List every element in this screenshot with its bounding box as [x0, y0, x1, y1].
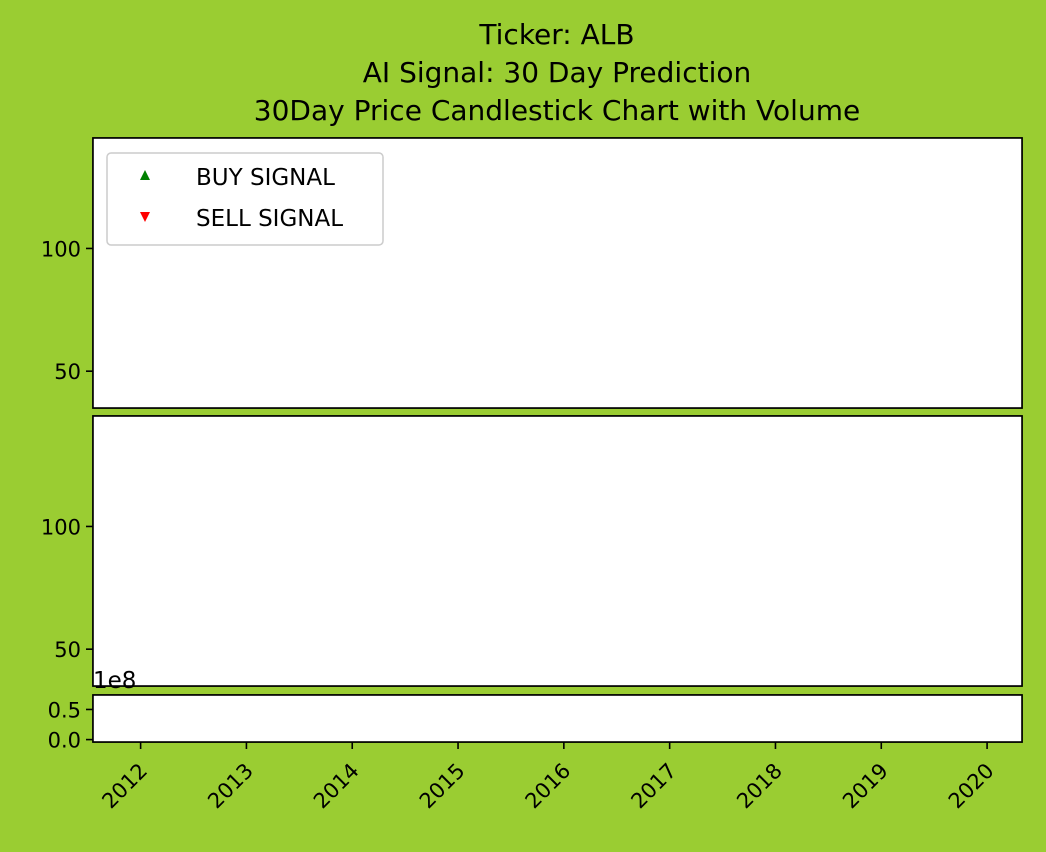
chart-title-line-2: AI Signal: 30 Day Prediction	[363, 56, 751, 89]
y-tick-label: 100	[41, 237, 81, 261]
price-panel: 50 100 BUY SIGNAL SELL SIGNAL	[41, 137, 1023, 409]
candlestick-panel: 50 100	[41, 415, 1023, 687]
candle-y-ticks: 50 100	[41, 515, 93, 662]
legend-sell-label: SELL SIGNAL	[196, 206, 343, 232]
candle-panel-border	[92, 415, 1023, 687]
volume-y-ticks: 0.00.5	[48, 698, 93, 753]
legend-buy-label: BUY SIGNAL	[196, 165, 335, 191]
y-tick-label: 50	[54, 638, 81, 662]
legend-box	[106, 152, 384, 246]
y-tick-label: 50	[54, 360, 81, 384]
price-y-ticks: 50 100	[41, 237, 93, 384]
sell-signal-marker-icon	[140, 212, 150, 222]
chart-title-line-3: 30Day Price Candlestick Chart with Volum…	[254, 94, 860, 127]
legend: BUY SIGNAL SELL SIGNAL	[106, 152, 384, 246]
chart-title-line-1: Ticker: ALB	[478, 18, 634, 51]
y-tick-label: 100	[41, 515, 81, 539]
y-tick-label: 0.0	[48, 729, 81, 753]
buy-signal-marker-icon	[140, 170, 150, 180]
y-tick-label: 0.5	[48, 698, 81, 722]
volume-panel-border	[92, 694, 1023, 743]
volume-offset-label: 1e8	[93, 668, 136, 694]
